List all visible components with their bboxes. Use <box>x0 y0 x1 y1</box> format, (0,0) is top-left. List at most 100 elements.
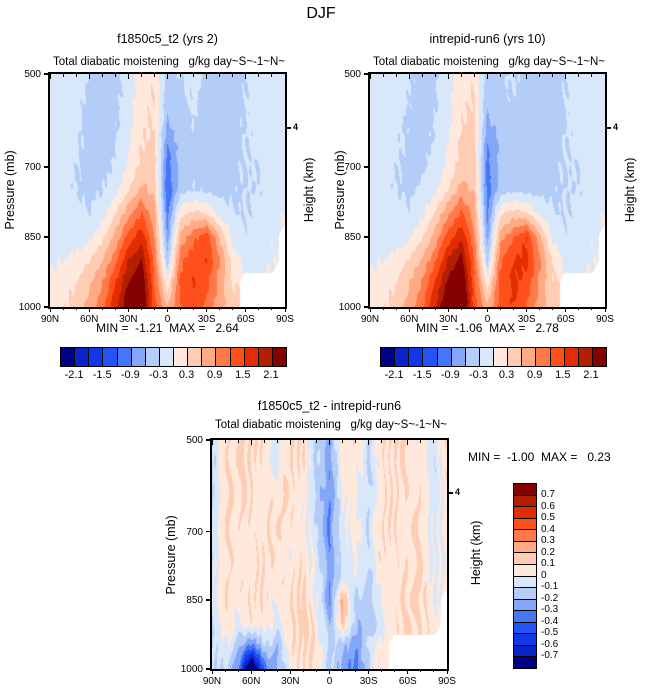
y-tick-label: 850 <box>186 595 203 607</box>
x-tick-mark <box>88 307 90 312</box>
x-tick-mark <box>271 74 273 77</box>
x-tick-mark <box>289 440 291 445</box>
colorbar-label: -0.3 <box>541 604 559 615</box>
y-tick-label: 1000 <box>338 302 361 313</box>
x-tick-mark <box>565 307 567 312</box>
x-tick-mark <box>381 440 383 443</box>
colorbar-cell <box>514 599 536 612</box>
colorbar-cell <box>592 348 606 366</box>
x-tick-mark <box>447 74 449 79</box>
x-tick-label: 60S <box>398 676 417 687</box>
y-tick-label: 1000 <box>180 664 203 675</box>
x-tick-mark <box>101 74 103 77</box>
y-tick-mark <box>364 166 370 168</box>
y-tick-mark <box>206 668 212 670</box>
colorbar-cell <box>514 518 536 531</box>
panel-c-plot-frame <box>210 438 449 671</box>
x-tick-mark <box>395 307 397 310</box>
panel-c-contour-canvas <box>212 440 447 669</box>
height-tick-mark <box>285 127 291 129</box>
x-tick-mark <box>263 669 265 672</box>
colorbar-cell <box>514 564 536 577</box>
panel-b-height-tick-label: 4 <box>613 122 619 132</box>
panel-b-title: intrepid-run6 (yrs 10) <box>429 32 546 46</box>
x-tick-mark <box>75 74 77 77</box>
colorbar-label: 0.1 <box>541 558 555 569</box>
panel-a-height-axis-label: Height (km) <box>302 157 317 223</box>
colorbar-label: 2.1 <box>583 369 599 381</box>
panel-c-stats: MIN = -1.00 MAX = 0.23 <box>468 450 611 464</box>
x-tick-mark <box>250 440 252 445</box>
x-tick-mark <box>140 307 142 310</box>
x-tick-mark <box>127 74 129 79</box>
colorbar-label: 0.3 <box>541 535 555 546</box>
x-tick-mark <box>591 74 593 77</box>
x-tick-mark <box>237 440 239 443</box>
x-tick-mark <box>62 74 64 77</box>
colorbar-cell <box>61 348 76 366</box>
colorbar-cell <box>451 348 466 366</box>
x-tick-mark <box>487 74 488 79</box>
x-tick-label: 90S <box>276 314 294 325</box>
colorbar-cell <box>117 348 132 366</box>
x-tick-mark <box>355 669 357 672</box>
x-tick-mark <box>395 74 397 77</box>
x-tick-mark <box>49 74 51 79</box>
colorbar <box>380 347 607 367</box>
x-tick-label: 60S <box>236 314 255 325</box>
x-tick-mark <box>420 669 422 672</box>
x-tick-mark <box>578 74 580 77</box>
colorbar-cell <box>202 348 217 366</box>
x-tick-mark <box>394 440 396 443</box>
panel-a-stats: MIN = -1.21 MAX = 2.64 <box>96 321 239 335</box>
x-tick-mark <box>447 307 449 312</box>
x-tick-mark <box>167 307 168 312</box>
x-tick-mark <box>487 307 488 312</box>
colorbar-cell <box>131 348 146 366</box>
x-tick-mark <box>289 669 291 674</box>
colorbar-cell <box>514 530 536 542</box>
colorbar-label: -2.1 <box>384 369 404 381</box>
colorbar-label: 0.5 <box>541 512 555 523</box>
colorbar-cell <box>75 348 90 366</box>
x-tick-mark <box>578 307 580 310</box>
colorbar-cell <box>272 348 286 366</box>
panel-b-plot-frame <box>368 72 607 309</box>
colorbar-cell <box>244 348 259 366</box>
y-tick-mark <box>364 236 370 238</box>
colorbar-cell <box>514 484 536 496</box>
colorbar-label: 1.5 <box>235 369 251 381</box>
colorbar-cell <box>465 348 480 366</box>
x-tick-mark <box>604 307 606 312</box>
x-tick-mark <box>276 669 278 672</box>
x-tick-mark <box>539 307 541 310</box>
colorbar-label: -2.1 <box>64 369 84 381</box>
x-tick-mark <box>211 669 213 674</box>
colorbar-cell <box>514 622 536 635</box>
x-tick-mark <box>224 440 226 443</box>
colorbar-label: -1.5 <box>412 369 432 381</box>
colorbar-cell <box>514 645 536 658</box>
colorbar-cell <box>522 348 537 366</box>
page-title: DJF <box>306 5 336 22</box>
colorbar-cell <box>437 348 452 366</box>
panel-a-height-tick-label: 4 <box>293 122 299 132</box>
colorbar <box>513 483 537 669</box>
x-tick-mark <box>382 74 384 77</box>
colorbar-label: 2.1 <box>263 369 279 381</box>
x-tick-mark <box>302 669 304 672</box>
panel-c-height-axis-label: Height (km) <box>469 520 484 586</box>
x-tick-mark <box>407 669 409 674</box>
colorbar <box>60 347 287 367</box>
colorbar-label: -0.6 <box>541 638 559 650</box>
colorbar-cell <box>514 541 536 554</box>
colorbar-label: -0.5 <box>541 627 559 638</box>
x-tick-label: 30N <box>119 314 138 325</box>
x-tick-mark <box>193 307 195 310</box>
x-tick-mark <box>342 440 344 443</box>
colorbar-cell <box>514 553 536 565</box>
x-tick-mark <box>140 74 142 77</box>
y-tick-label: 500 <box>344 69 361 80</box>
x-tick-mark <box>526 307 528 312</box>
